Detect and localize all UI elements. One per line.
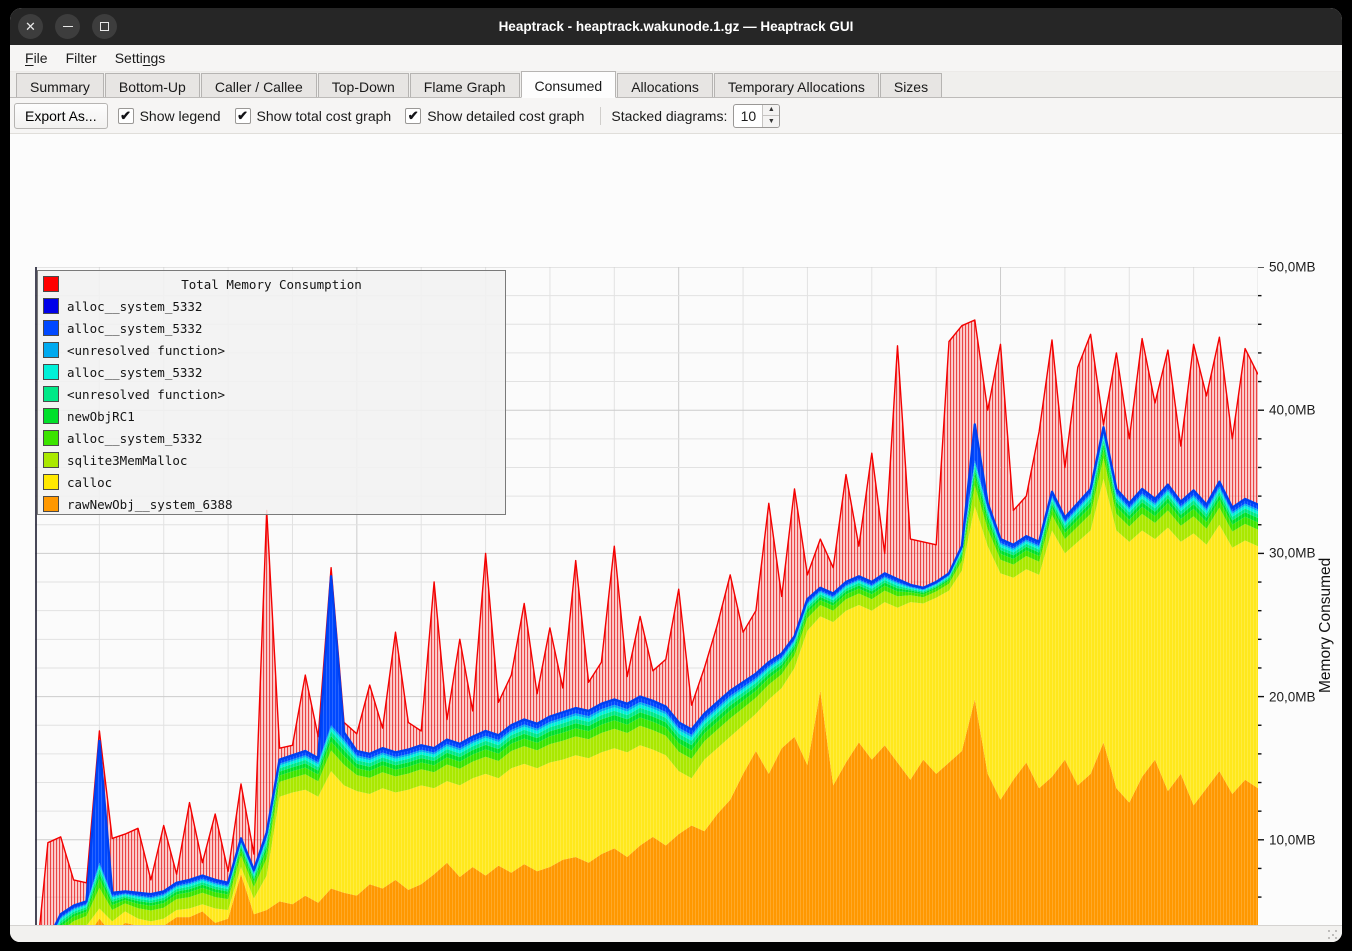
spin-up-icon[interactable]: ▲ bbox=[763, 104, 780, 116]
window-title: Heaptrack - heaptrack.wakunode.1.gz — He… bbox=[498, 19, 854, 34]
heaptrack-window: ✕ Heaptrack - heaptrack.wakunode.1.gz — … bbox=[10, 8, 1342, 942]
legend-entry: alloc__system_5332 bbox=[38, 317, 505, 339]
stacked-diagrams-value: 10 bbox=[740, 107, 757, 124]
legend-swatch bbox=[43, 452, 59, 468]
minimize-button[interactable] bbox=[55, 14, 80, 39]
toolbar: Export As... ✔ Show legend ✔ Show total cos… bbox=[10, 98, 1342, 134]
close-button[interactable]: ✕ bbox=[18, 14, 43, 39]
y-axis-title: Memory Consumed bbox=[1317, 557, 1334, 693]
tab-flame-graph[interactable]: Flame Graph bbox=[409, 73, 520, 97]
legend-label: sqlite3MemMalloc bbox=[67, 452, 188, 468]
checkbox-box[interactable]: ✔ bbox=[234, 107, 251, 124]
legend-swatch bbox=[43, 386, 59, 402]
tabbar: Summary Bottom-Up Caller / Callee Top-Down F… bbox=[10, 71, 1342, 98]
checkbox-box[interactable]: ✔ bbox=[405, 107, 422, 124]
menu-item-file[interactable]: File bbox=[25, 50, 48, 66]
y-tick-label: 40,0MB bbox=[1269, 402, 1316, 418]
maximize-button[interactable] bbox=[92, 14, 117, 39]
legend-title: Total Memory Consumption bbox=[181, 276, 362, 292]
legend-swatch bbox=[43, 320, 59, 336]
legend-entry: rawNewObj__system_6388 bbox=[38, 493, 505, 515]
legend-swatch bbox=[43, 430, 59, 446]
check-icon: ✔ bbox=[120, 108, 132, 123]
checkbox-label: Show total cost graph bbox=[256, 107, 392, 124]
legend-swatch-total bbox=[43, 276, 59, 292]
resize-grip-icon[interactable] bbox=[1327, 929, 1337, 939]
chart-area: 00.000s1min40s3min20s5min00s 0B10,0MB20,… bbox=[10, 134, 1342, 942]
checkbox-label: Show legend bbox=[139, 107, 221, 124]
legend-label: <unresolved function> bbox=[67, 342, 226, 358]
memory-consumption-chart[interactable] bbox=[35, 267, 1258, 942]
menubar: File Filter Settings bbox=[10, 45, 1342, 72]
legend-label: <unresolved function> bbox=[67, 386, 226, 402]
checkbox-label: Show detailed cost graph bbox=[427, 107, 585, 124]
checkbox-show-detailed-cost-graph[interactable]: ✔ Show detailed cost graph bbox=[405, 107, 585, 124]
legend-label: alloc__system_5332 bbox=[67, 320, 203, 336]
y-tick-label: 30,0MB bbox=[1269, 545, 1316, 561]
tab-temporary-allocations[interactable]: Temporary Allocations bbox=[713, 73, 879, 97]
stacked-diagrams-label: Stacked diagrams: bbox=[611, 107, 728, 124]
legend-label: rawNewObj__system_6388 bbox=[67, 496, 233, 512]
check-icon: ✔ bbox=[407, 108, 419, 123]
window-controls: ✕ bbox=[18, 8, 117, 45]
tab-sizes[interactable]: Sizes bbox=[879, 73, 943, 97]
tab-caller-callee[interactable]: Caller / Callee bbox=[200, 73, 317, 97]
legend-entry: <unresolved function> bbox=[38, 339, 505, 361]
y-tick-label: 50,0MB bbox=[1269, 259, 1316, 275]
check-icon: ✔ bbox=[237, 108, 248, 123]
checkbox-show-total-cost-graph[interactable]: ✔ Show total cost graph bbox=[234, 107, 392, 124]
y-tick-label: 20,0MB bbox=[1269, 689, 1316, 705]
legend-label: calloc bbox=[67, 474, 113, 490]
toolbar-separator bbox=[600, 106, 602, 125]
tab-consumed[interactable]: Consumed bbox=[520, 71, 617, 98]
legend-label: newObjRC1 bbox=[67, 408, 135, 424]
legend-swatch bbox=[43, 342, 59, 358]
legend-label: alloc__system_5332 bbox=[67, 430, 203, 446]
maximize-icon bbox=[100, 22, 109, 31]
checkbox-show-legend[interactable]: ✔ Show legend bbox=[117, 107, 221, 124]
legend-swatch bbox=[43, 298, 59, 314]
legend-label: alloc__system_5332 bbox=[67, 298, 203, 314]
titlebar: ✕ Heaptrack - heaptrack.wakunode.1.gz — … bbox=[10, 8, 1342, 45]
y-axis-ticks bbox=[1258, 266, 1266, 942]
legend-title-row: Total Memory Consumption bbox=[38, 273, 505, 295]
menu-item-filter[interactable]: Filter bbox=[65, 50, 97, 66]
legend-entry: alloc__system_5332 bbox=[38, 295, 505, 317]
legend-swatch bbox=[43, 496, 59, 512]
minimize-icon bbox=[62, 25, 73, 28]
legend-entry: calloc bbox=[38, 471, 505, 493]
legend-entry: alloc__system_5332 bbox=[38, 427, 505, 449]
legend-entry: sqlite3MemMalloc bbox=[38, 449, 505, 471]
y-tick-label: 10,0MB bbox=[1269, 832, 1316, 848]
spin-down-icon[interactable]: ▼ bbox=[763, 116, 780, 127]
tab-allocations[interactable]: Allocations bbox=[617, 73, 713, 97]
checkbox-box[interactable]: ✔ bbox=[117, 107, 134, 124]
menu-item-settings[interactable]: Settings bbox=[114, 50, 166, 66]
tab-top-down[interactable]: Top-Down bbox=[317, 73, 409, 97]
statusbar bbox=[10, 925, 1342, 942]
legend-swatch bbox=[43, 474, 59, 490]
legend-entry: newObjRC1 bbox=[38, 405, 505, 427]
tab-bottom-up[interactable]: Bottom-Up bbox=[104, 73, 200, 97]
legend-entry: <unresolved function> bbox=[38, 383, 505, 405]
chart-legend: Total Memory Consumption alloc__system_5… bbox=[37, 270, 506, 515]
export-as-button[interactable]: Export As... bbox=[14, 102, 108, 129]
legend-swatch bbox=[43, 364, 59, 380]
legend-entry: alloc__system_5332 bbox=[38, 361, 505, 383]
tab-summary[interactable]: Summary bbox=[16, 73, 104, 97]
legend-swatch bbox=[43, 408, 59, 424]
stacked-diagrams-stepper[interactable]: 10 ▲ ▼ bbox=[733, 103, 781, 128]
legend-label: alloc__system_5332 bbox=[67, 364, 203, 380]
